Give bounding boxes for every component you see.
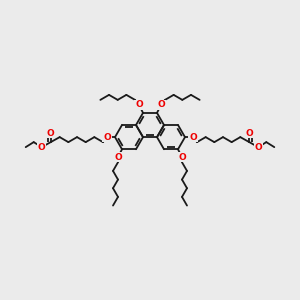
Text: O: O [47, 129, 55, 138]
Text: O: O [189, 133, 197, 142]
Text: O: O [245, 129, 253, 138]
Text: O: O [114, 153, 122, 162]
Text: O: O [254, 142, 262, 152]
Text: O: O [157, 100, 165, 109]
Text: O: O [135, 100, 143, 109]
Text: O: O [103, 133, 111, 142]
Text: O: O [178, 153, 186, 162]
Text: O: O [38, 142, 46, 152]
